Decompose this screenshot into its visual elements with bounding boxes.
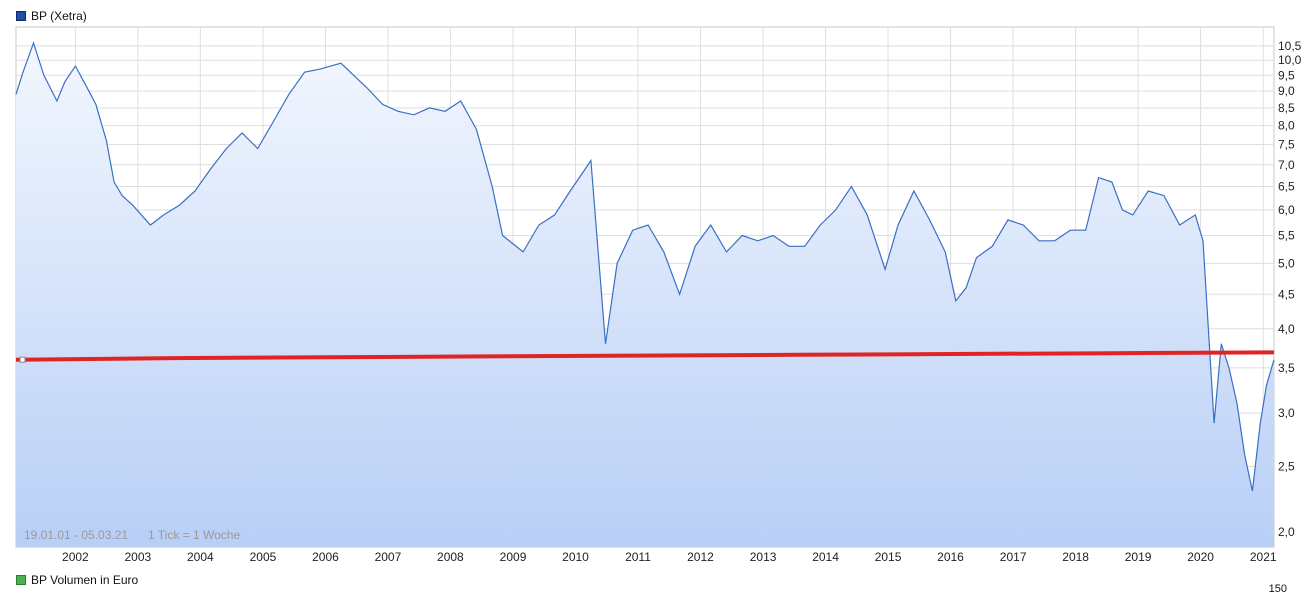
y-tick-label: 8,5 — [1278, 101, 1295, 115]
x-tick-label: 2002 — [62, 550, 89, 564]
date-range-text: 19.01.01 - 05.03.21 — [24, 528, 128, 542]
y-tick-label: 10,5 — [1278, 39, 1301, 53]
x-tick-label: 2016 — [937, 550, 964, 564]
price-area-fill — [16, 43, 1274, 547]
x-tick-label: 2013 — [750, 550, 777, 564]
price-legend: BP (Xetra) — [16, 9, 87, 23]
price-legend-label: BP (Xetra) — [31, 9, 87, 23]
y-tick-label: 2,0 — [1278, 525, 1295, 539]
x-tick-label: 2005 — [250, 550, 277, 564]
y-tick-label: 10,0 — [1278, 53, 1301, 67]
x-axis-labels: 2002 2003 2004 2005 2006 2007 2008 2009 2010 2011… — [62, 550, 1277, 564]
y-tick-label: 6,0 — [1278, 203, 1295, 217]
tick-interval-text: 1 Tick = 1 Woche — [148, 528, 240, 542]
x-tick-label: 2017 — [1000, 550, 1027, 564]
x-tick-label: 2008 — [437, 550, 464, 564]
volume-legend-label: BP Volumen in Euro — [31, 573, 139, 587]
y-tick-label: 2,5 — [1278, 460, 1295, 474]
y-axis-labels: 10,510,09,5 9,0 8,5 8,0 7,5 7,0 6,5 6,0 5,5 5,0 4,… — [1278, 39, 1301, 539]
volume-legend: BP Volumen in Euro — [16, 573, 138, 587]
x-tick-label: 2020 — [1187, 550, 1214, 564]
volume-legend-swatch — [16, 575, 26, 585]
x-tick-label: 2018 — [1062, 550, 1089, 564]
x-tick-label: 2011 — [625, 550, 651, 564]
price-line — [15, 41, 1275, 492]
reference-line — [15, 350, 1275, 362]
x-tick-label: 2012 — [687, 550, 714, 564]
price-legend-swatch — [16, 11, 26, 21]
x-tick-label: 2003 — [125, 550, 152, 564]
y-tick-label: 9,5 — [1278, 68, 1295, 82]
x-tick-label: 2010 — [562, 550, 589, 564]
y-tick-label: 5,5 — [1278, 228, 1295, 242]
x-tick-label: 2019 — [1125, 550, 1152, 564]
x-tick-label: 2007 — [375, 550, 402, 564]
reference-line-start-marker — [19, 356, 26, 363]
y-tick-label: 6,5 — [1278, 179, 1295, 193]
x-tick-label: 2021 — [1250, 550, 1277, 564]
y-tick-label: 5,0 — [1278, 256, 1295, 270]
y-tick-label: 8,0 — [1278, 119, 1295, 133]
x-tick-label: 2014 — [812, 550, 839, 564]
x-tick-label: 2004 — [187, 550, 214, 564]
y-tick-label: 9,0 — [1278, 84, 1295, 98]
x-tick-label: 2006 — [312, 550, 339, 564]
y-tick-label: 7,0 — [1278, 158, 1295, 172]
y-tick-label: 7,5 — [1278, 138, 1295, 152]
x-tick-label: 2009 — [500, 550, 527, 564]
volume-axis-top-label: 150 — [1268, 583, 1287, 595]
y-tick-label: 3,0 — [1278, 406, 1295, 420]
y-tick-label: 4,5 — [1278, 287, 1295, 301]
y-tick-label: 3,5 — [1278, 361, 1295, 375]
y-tick-label: 4,0 — [1278, 322, 1295, 336]
x-tick-label: 2015 — [875, 550, 902, 564]
